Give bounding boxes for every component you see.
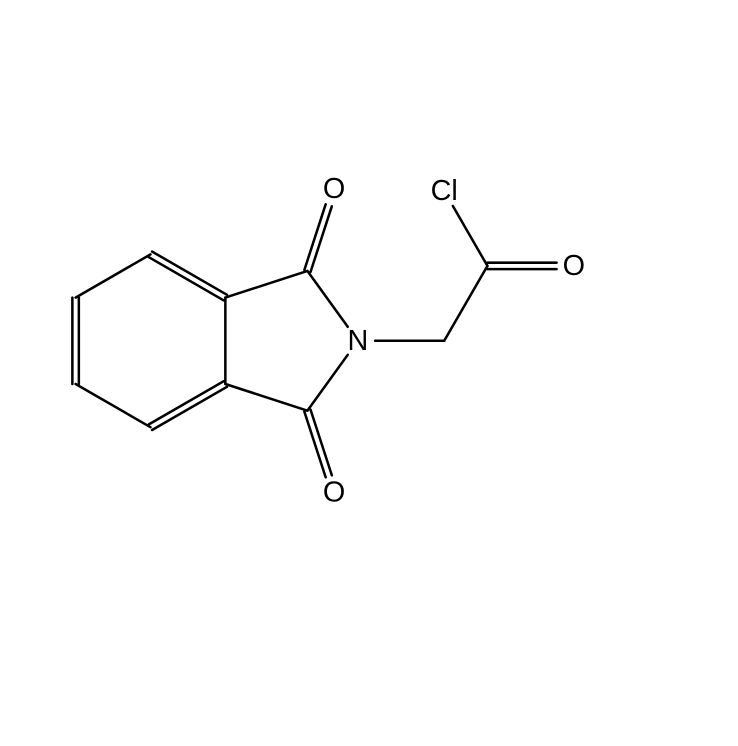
bond-line [149,381,224,424]
bond-line [307,271,347,327]
atom-label-o: O [563,250,585,282]
molecule-canvas: N O O O Cl [0,0,738,746]
bond-line [444,266,487,341]
bond-line [152,252,227,295]
atom-label-n: N [347,325,368,357]
bond-line [149,257,224,300]
molecule-svg: N O O O Cl [0,0,738,746]
bond-line [453,206,488,266]
bond-line [76,254,151,297]
bond-line [225,271,307,298]
bond-line [76,384,151,427]
bond-line [307,355,347,411]
atom-label-o: O [323,477,345,509]
atom-label-o: O [323,173,345,205]
bond-line [152,387,227,430]
atom-label-cl: Cl [431,175,458,207]
bond-line [225,384,307,411]
